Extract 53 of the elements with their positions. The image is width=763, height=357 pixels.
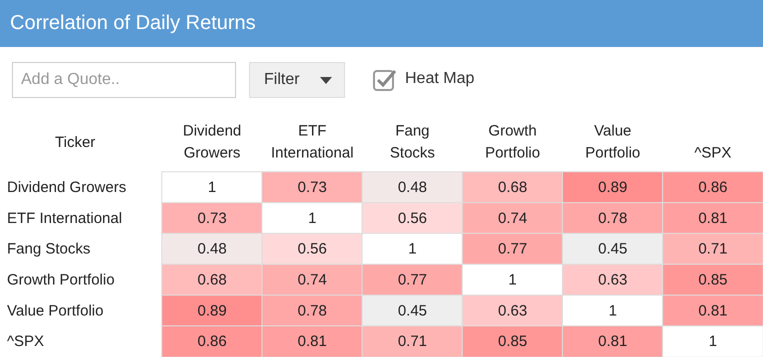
- x-tick-label: Dividend Growers: [182, 122, 242, 162]
- x-tick-label: Growth Portfolio: [485, 122, 540, 162]
- data-label: 0.78: [298, 302, 327, 320]
- text: Add a Quote..: [12, 62, 236, 98]
- data-label: 0.63: [498, 302, 528, 320]
- data-label: 0.86: [197, 333, 227, 350]
- y-tick-label: Dividend Growers: [7, 178, 126, 196]
- data-label: 0.48: [398, 178, 428, 196]
- data-label: 0.56: [298, 240, 327, 258]
- data-label: 0.89: [598, 178, 628, 196]
- data-label: 0.89: [197, 302, 227, 320]
- data-label: 1: [508, 271, 517, 288]
- text: Filter: [249, 62, 345, 98]
- data-label: 0.68: [498, 178, 528, 196]
- data-label: 0.86: [698, 178, 728, 196]
- data-label: 1: [608, 302, 617, 320]
- data-label: 0.74: [298, 271, 327, 288]
- data-label: 0.68: [197, 271, 227, 288]
- data-label: 1: [308, 210, 316, 227]
- data-label: 0.73: [298, 178, 327, 196]
- data-label: 0.85: [698, 271, 728, 288]
- data-label: 0.81: [698, 210, 728, 227]
- data-label: 1: [708, 333, 718, 350]
- y-tick-label: ^SPX: [7, 333, 44, 350]
- data-label: 1: [408, 240, 417, 258]
- y-tick-label: Value Portfolio: [7, 302, 104, 320]
- x-tick-label: Value Portfolio: [585, 122, 640, 162]
- data-label: 0.77: [398, 271, 428, 288]
- data-label: 0.77: [498, 240, 528, 258]
- data-label: 0.71: [398, 333, 428, 350]
- data-label: 0.81: [298, 333, 327, 350]
- data-label: 0.85: [498, 333, 528, 350]
- data-label: 0.74: [498, 210, 528, 227]
- data-label: 0.56: [398, 210, 428, 227]
- y-tick-label: ETF International: [7, 210, 122, 227]
- chart-title: Correlation of Daily Returns: [0, 0, 763, 47]
- data-label: 0.63: [598, 271, 628, 288]
- y-axis-title: Ticker: [55, 134, 96, 151]
- data-label: 0.81: [698, 302, 728, 320]
- x-tick-label: ^SPX: [694, 144, 732, 162]
- x-tick-label: ETF International: [270, 122, 354, 162]
- data-label: 0.73: [197, 210, 227, 227]
- text: Heat Map: [405, 70, 474, 88]
- data-label: 0.78: [598, 210, 628, 227]
- x-tick-label: Fang Stocks: [390, 122, 435, 162]
- y-tick-label: Growth Portfolio: [7, 271, 115, 288]
- data-label: 0.45: [598, 240, 628, 258]
- data-label: 0.45: [398, 302, 428, 320]
- data-label: 0.48: [197, 240, 227, 258]
- data-label: 0.81: [598, 333, 628, 350]
- data-label: 0.71: [698, 240, 728, 258]
- y-tick-label: Fang Stocks: [7, 240, 90, 258]
- data-label: 1: [208, 178, 216, 196]
